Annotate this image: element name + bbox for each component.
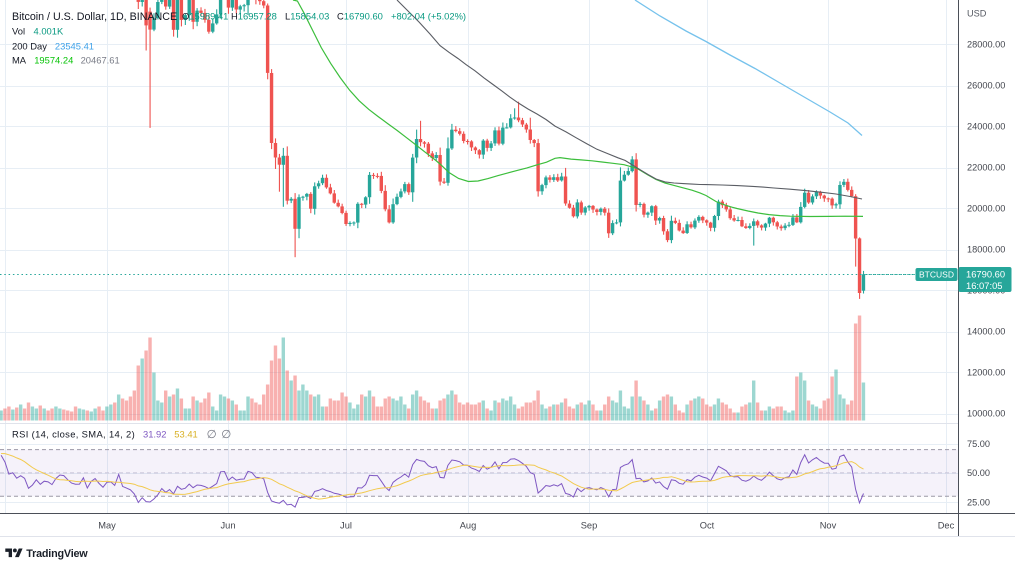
svg-text:19574.24: 19574.24 bbox=[34, 55, 73, 66]
svg-text:12000.00: 12000.00 bbox=[967, 368, 1005, 378]
svg-text:L15854.03: L15854.03 bbox=[285, 10, 329, 21]
svg-text:53.41: 53.41 bbox=[174, 428, 197, 439]
svg-text:14000.00: 14000.00 bbox=[967, 327, 1005, 337]
svg-text:RSI (14, close, SMA, 14, 2): RSI (14, close, SMA, 14, 2) bbox=[12, 428, 135, 439]
svg-text:20467.61: 20467.61 bbox=[81, 55, 120, 66]
svg-text:Oct: Oct bbox=[700, 521, 715, 531]
svg-text:25.00: 25.00 bbox=[967, 497, 990, 507]
svg-text:+802.04 (+5.02%): +802.04 (+5.02%) bbox=[391, 10, 466, 21]
svg-text:20000.00: 20000.00 bbox=[967, 204, 1005, 214]
svg-text:BTCUSD: BTCUSD bbox=[919, 270, 954, 280]
svg-text:Dec: Dec bbox=[938, 521, 955, 531]
svg-text:Jun: Jun bbox=[221, 521, 236, 531]
svg-text:16790.60: 16790.60 bbox=[966, 269, 1005, 280]
svg-text:18000.00: 18000.00 bbox=[967, 245, 1005, 255]
svg-text:23545.41: 23545.41 bbox=[55, 40, 94, 51]
svg-text:24000.00: 24000.00 bbox=[967, 122, 1005, 132]
svg-text:26000.00: 26000.00 bbox=[967, 81, 1005, 91]
svg-text:∅: ∅ bbox=[221, 429, 231, 441]
svg-text:H16957.28: H16957.28 bbox=[231, 10, 277, 21]
svg-text:C16790.60: C16790.60 bbox=[337, 10, 383, 21]
svg-text:31.92: 31.92 bbox=[143, 428, 166, 439]
svg-text:MA: MA bbox=[12, 55, 27, 66]
svg-text:May: May bbox=[98, 521, 116, 531]
svg-text:10000.00: 10000.00 bbox=[967, 409, 1005, 419]
svg-text:200 Day: 200 Day bbox=[12, 40, 47, 51]
svg-text:Vol: Vol bbox=[12, 25, 25, 36]
svg-text:4.001K: 4.001K bbox=[34, 25, 64, 36]
svg-text:Bitcoin / U.S. Dollar, 1D, BIN: Bitcoin / U.S. Dollar, 1D, BINANCE bbox=[12, 11, 177, 23]
svg-text:O15989.41: O15989.41 bbox=[182, 10, 228, 21]
svg-text:∅: ∅ bbox=[207, 429, 217, 441]
svg-text:Sep: Sep bbox=[581, 521, 598, 531]
svg-text:16:07:05: 16:07:05 bbox=[966, 280, 1003, 291]
svg-text:Nov: Nov bbox=[820, 521, 837, 531]
svg-text:Jul: Jul bbox=[340, 521, 352, 531]
svg-text:USD: USD bbox=[967, 9, 987, 19]
svg-text:TradingView: TradingView bbox=[26, 548, 88, 560]
svg-text:28000.00: 28000.00 bbox=[967, 40, 1005, 50]
svg-text:50.00: 50.00 bbox=[967, 468, 990, 478]
svg-text:22000.00: 22000.00 bbox=[967, 163, 1005, 173]
svg-text:75.00: 75.00 bbox=[967, 439, 990, 449]
svg-text:Aug: Aug bbox=[460, 521, 477, 531]
